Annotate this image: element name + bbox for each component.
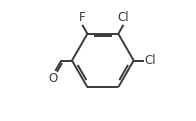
Text: F: F xyxy=(79,11,86,24)
Text: Cl: Cl xyxy=(145,54,156,67)
Text: Cl: Cl xyxy=(118,11,129,24)
Text: O: O xyxy=(49,72,58,85)
